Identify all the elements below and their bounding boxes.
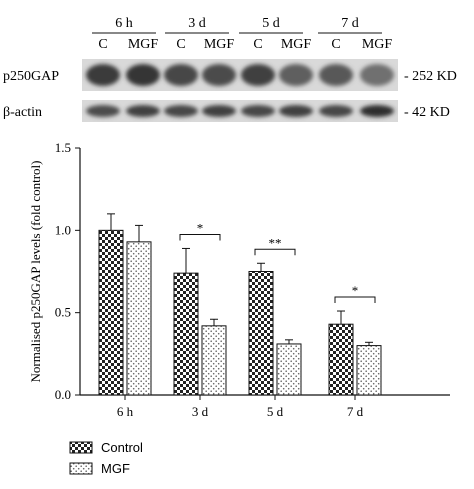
significance-marker: **: [269, 235, 282, 250]
blot-band: [202, 105, 236, 117]
blot-band: [126, 64, 160, 86]
blot-size-label: - 252 KD: [404, 69, 457, 84]
bar-mgf: [356, 345, 382, 396]
blot-band: [319, 105, 353, 117]
blot-band: [86, 105, 120, 117]
y-tick-label: 0.0: [55, 387, 71, 402]
y-tick-label: 1.5: [55, 140, 71, 155]
y-tick-label: 1.0: [55, 222, 71, 237]
blot-lane-label: MGF: [204, 37, 235, 52]
blot-lane-label: C: [331, 37, 340, 52]
blot-timepoint-label: 5 d: [262, 16, 280, 31]
significance-marker: *: [197, 220, 204, 235]
bar-control: [98, 229, 124, 396]
significance-marker: *: [352, 283, 359, 298]
blot-strip: [82, 100, 398, 122]
blot-lane-label: MGF: [128, 37, 159, 52]
blot-band: [319, 64, 353, 86]
blot-band: [241, 64, 275, 86]
blot-band: [360, 105, 394, 117]
x-tick-label: 5 d: [267, 404, 284, 419]
legend-swatch: [69, 462, 93, 475]
blot-band: [164, 64, 198, 86]
blot-band: [241, 105, 275, 117]
blot-band: [360, 64, 394, 86]
significance-bracket: [179, 233, 221, 241]
blot-size-label: - 42 KD: [404, 105, 450, 120]
legend-swatch: [69, 441, 93, 454]
blot-timepoint-label: 7 d: [341, 16, 359, 31]
blot-lane-label: C: [98, 37, 107, 52]
blot-timepoint-label: 6 h: [115, 16, 133, 31]
bar-control: [328, 323, 354, 396]
blot-band: [279, 64, 313, 86]
blot-row-label: β-actin: [3, 105, 42, 120]
blot-timepoint-label: 3 d: [188, 16, 206, 31]
x-tick-label: 3 d: [192, 404, 209, 419]
legend-label: Control: [101, 440, 143, 455]
bar-mgf: [276, 343, 302, 396]
x-tick-label: 7 d: [347, 404, 364, 419]
blot-lane-label: MGF: [362, 37, 393, 52]
bar-mgf: [126, 241, 152, 396]
bar-control: [248, 271, 274, 396]
y-tick-label: 0.5: [55, 305, 71, 320]
significance-bracket: [334, 296, 376, 304]
blot-lane-label: C: [176, 37, 185, 52]
bar-mgf: [201, 325, 227, 396]
blot-band: [202, 64, 236, 86]
blot-band: [126, 105, 160, 117]
x-tick-label: 6 h: [117, 404, 134, 419]
bar-control: [173, 272, 199, 396]
legend-label: MGF: [101, 461, 130, 476]
blot-lane-label: C: [253, 37, 262, 52]
blot-band: [164, 105, 198, 117]
blot-band: [86, 64, 120, 86]
blot-lane-label: MGF: [281, 37, 312, 52]
legend: Control MGF: [69, 440, 143, 476]
significance-bracket: [254, 248, 296, 256]
bar-chart: 0.0 0.5 1.0 1.5 Normalised p250GAP levels (f…: [28, 140, 450, 419]
y-axis-label: Normalised p250GAP levels (fold control): [28, 161, 43, 383]
blot-row-label: p250GAP: [3, 69, 59, 84]
blot-band: [279, 105, 313, 117]
